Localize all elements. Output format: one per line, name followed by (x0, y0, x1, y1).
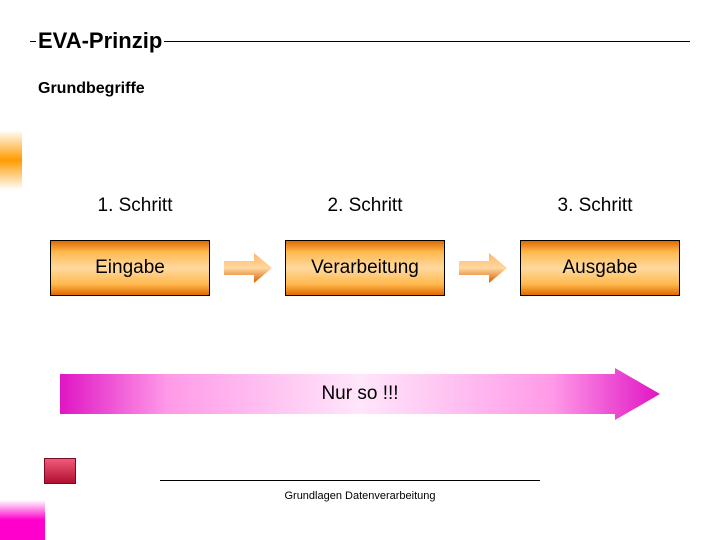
arrow-right-icon (224, 253, 272, 283)
big-arrow: Nur so !!! (60, 368, 660, 420)
title-line: EVA-Prinzip (30, 28, 690, 54)
process-boxes-row: Eingabe Verarbeitung (50, 240, 680, 296)
decor-left-bar-top (0, 130, 22, 190)
title-rule-left (30, 41, 36, 42)
title-rule-right (164, 41, 690, 42)
step-labels-row: 1. Schritt 2. Schritt 3. Schritt (55, 195, 675, 217)
arrow-1 (220, 253, 276, 283)
footer-text: Grundlagen Datenverarbeitung (0, 490, 720, 502)
step-label-3: 3. Schritt (515, 195, 675, 217)
step-label-2: 2. Schritt (285, 195, 445, 217)
slide: EVA-Prinzip Grundbegriffe 1. Schritt 2. … (0, 0, 720, 540)
box-verarbeitung: Verarbeitung (285, 240, 445, 296)
decor-left-bar-bottom (0, 500, 45, 540)
page-title: EVA-Prinzip (38, 28, 162, 54)
arrow-2 (455, 253, 511, 283)
arrow-right-icon (459, 253, 507, 283)
big-arrow-label: Nur so !!! (60, 368, 660, 420)
page-subtitle: Grundbegriffe (38, 80, 145, 98)
box-ausgabe: Ausgabe (520, 240, 680, 296)
step-label-1: 1. Schritt (55, 195, 215, 217)
footer-rule (160, 480, 540, 481)
title-area: EVA-Prinzip (30, 28, 690, 54)
box-eingabe: Eingabe (50, 240, 210, 296)
decor-corner-square (44, 458, 76, 484)
